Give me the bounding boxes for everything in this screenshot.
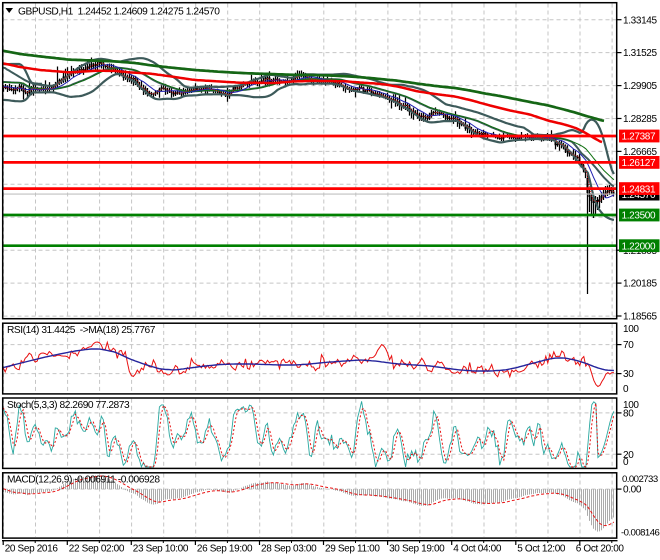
svg-text:1.18565: 1.18565: [623, 312, 657, 323]
svg-text:RSI(14) 31.4425 ->MA(18) 25.7: RSI(14) 31.4425 ->MA(18) 25.7767: [7, 325, 156, 336]
svg-text:1.23500: 1.23500: [622, 211, 656, 222]
svg-text:20 Sep 2016: 20 Sep 2016: [5, 544, 59, 555]
svg-text:6 Oct 20:00: 6 Oct 20:00: [576, 544, 625, 555]
svg-text:1.24570: 1.24570: [622, 190, 656, 201]
svg-text:1.24831: 1.24831: [622, 184, 656, 195]
svg-text:30: 30: [623, 369, 634, 380]
svg-text:80: 80: [623, 409, 634, 420]
svg-text:1.22000: 1.22000: [622, 241, 656, 252]
svg-text:100: 100: [623, 324, 639, 335]
svg-text:0.00: 0.00: [623, 485, 642, 496]
svg-text:1.26127: 1.26127: [622, 158, 656, 169]
svg-text:Stoch(5,3,3) 82.2690 77.2873: Stoch(5,3,3) 82.2690 77.2873: [7, 400, 130, 411]
svg-text:1.20185: 1.20185: [623, 279, 657, 290]
svg-text:30 Sep 19:00: 30 Sep 19:00: [389, 544, 445, 555]
svg-text:1.28285: 1.28285: [623, 114, 657, 125]
svg-text:-0.008146: -0.008146: [621, 527, 659, 538]
svg-text:1.27387: 1.27387: [622, 132, 656, 143]
svg-text:0.002733: 0.002733: [622, 474, 658, 485]
svg-text:4 Oct 04:00: 4 Oct 04:00: [453, 544, 502, 555]
svg-text:70: 70: [623, 340, 634, 351]
svg-text:1.31525: 1.31525: [623, 48, 657, 59]
svg-text:20: 20: [623, 450, 634, 461]
svg-text:26 Sep 19:00: 26 Sep 19:00: [197, 544, 253, 555]
svg-text:22 Sep 02:00: 22 Sep 02:00: [69, 544, 125, 555]
svg-text:5 Oct 12:00: 5 Oct 12:00: [517, 544, 566, 555]
svg-text:GBPUSD,H1 1.24452 1.24609 1.2: GBPUSD,H1 1.24452 1.24609 1.24275 1.2457…: [18, 7, 220, 18]
svg-text:1.26665: 1.26665: [623, 147, 657, 158]
svg-text:0: 0: [623, 457, 629, 468]
svg-text:100: 100: [623, 400, 639, 411]
svg-text:1.33145: 1.33145: [623, 15, 657, 26]
svg-text:23 Sep 10:00: 23 Sep 10:00: [133, 544, 189, 555]
svg-text:29 Sep 11:00: 29 Sep 11:00: [325, 544, 380, 555]
svg-text:MACD(12,26,9) -0.006911 -0.006: MACD(12,26,9) -0.006911 -0.006928: [7, 475, 160, 486]
svg-text:1.29905: 1.29905: [623, 81, 657, 92]
svg-text:28 Sep 03:00: 28 Sep 03:00: [261, 544, 317, 555]
svg-text:0: 0: [623, 384, 629, 395]
